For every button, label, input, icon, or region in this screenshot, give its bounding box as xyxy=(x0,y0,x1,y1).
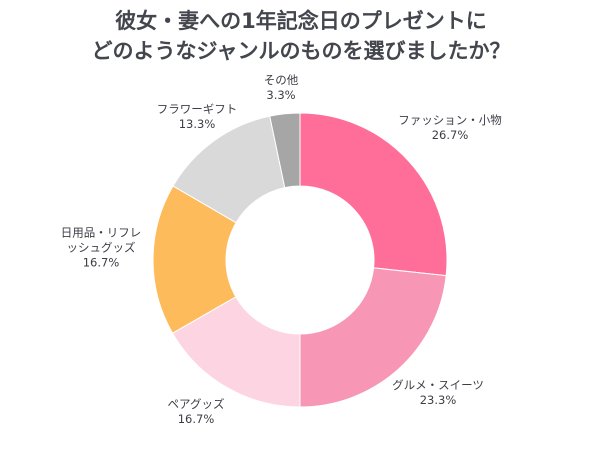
slice-percent-label-5: 13.3% xyxy=(179,117,216,131)
donut-slice-1 xyxy=(299,112,448,277)
chart-title: 彼女・妻への1年記念日のプレゼントに どのようなジャンルのものを選びましたか？ xyxy=(0,6,602,66)
slice-category-label-4: 日用品・リフレ xyxy=(61,226,142,240)
slice-percent-label-4: 16.7% xyxy=(83,256,120,270)
slice-category-label-3: ペアグッズ xyxy=(168,397,225,411)
slices-layer xyxy=(152,112,448,408)
slice-category-label-5: フラワーギフト xyxy=(157,102,238,116)
labels-layer: ファッション・小物26.7%グルメ・スイーツ23.3%ペアグッズ16.7%日用品… xyxy=(61,73,502,426)
donut-slice-6 xyxy=(269,112,301,189)
slice-category-label-4: ッシュグッズ xyxy=(67,241,136,255)
slice-percent-label-6: 3.3% xyxy=(266,88,295,102)
chart-title-line-2: どのようなジャンルのものを選びましたか？ xyxy=(91,39,511,63)
donut-slice-4 xyxy=(152,185,237,334)
chart-title-line-1: 彼女・妻への1年記念日のプレゼントに xyxy=(115,9,487,33)
slice-percent-label-3: 16.7% xyxy=(178,412,215,426)
slice-category-label-2: グルメ・スイーツ xyxy=(392,378,484,392)
donut-slice-3 xyxy=(171,296,301,408)
slice-category-label-1: ファッション・小物 xyxy=(398,113,502,127)
donut-slice-2 xyxy=(299,267,447,408)
slice-percent-label-2: 23.3% xyxy=(420,393,457,407)
slice-percent-label-1: 26.7% xyxy=(432,128,469,142)
slice-category-label-6: その他 xyxy=(264,73,299,87)
